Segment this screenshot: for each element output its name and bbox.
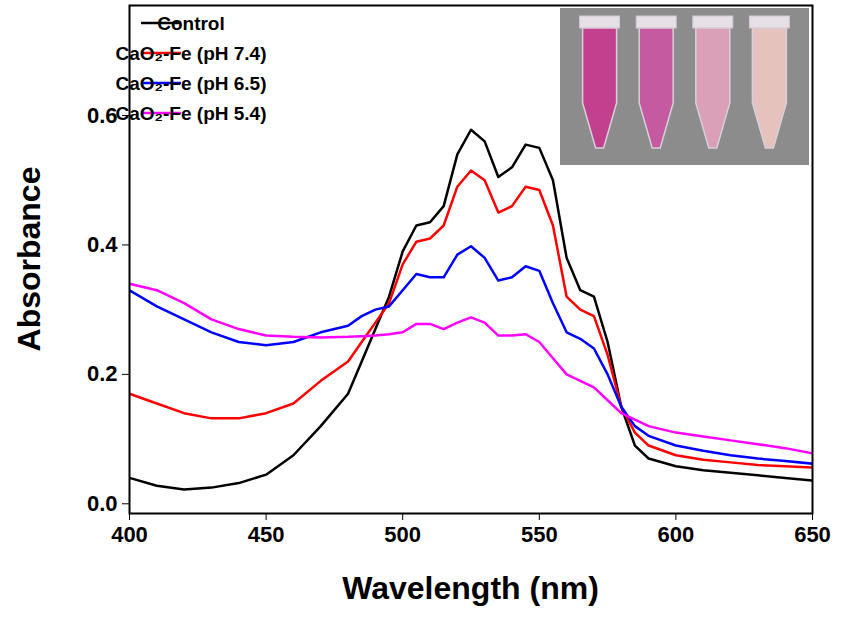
svg-text:Control: Control [157,13,225,34]
svg-text:0.6: 0.6 [87,103,118,128]
svg-text:500: 500 [384,522,421,547]
svg-text:550: 550 [521,522,558,547]
svg-text:600: 600 [658,522,695,547]
svg-text:Wavelength (nm): Wavelength (nm) [342,570,599,606]
svg-text:CaO₂-Fe (pH 6.5): CaO₂-Fe (pH 6.5) [116,73,267,94]
svg-text:0.2: 0.2 [87,361,118,386]
svg-text:CaO₂-Fe (pH 5.4): CaO₂-Fe (pH 5.4) [116,103,267,124]
svg-text:0.4: 0.4 [87,232,118,257]
svg-text:450: 450 [248,522,285,547]
svg-text:Absorbance: Absorbance [11,167,47,352]
svg-text:CaO₂-Fe (pH 7.4): CaO₂-Fe (pH 7.4) [116,43,267,64]
svg-text:650: 650 [794,522,831,547]
svg-text:400: 400 [111,522,148,547]
svg-text:0.0: 0.0 [87,491,118,516]
